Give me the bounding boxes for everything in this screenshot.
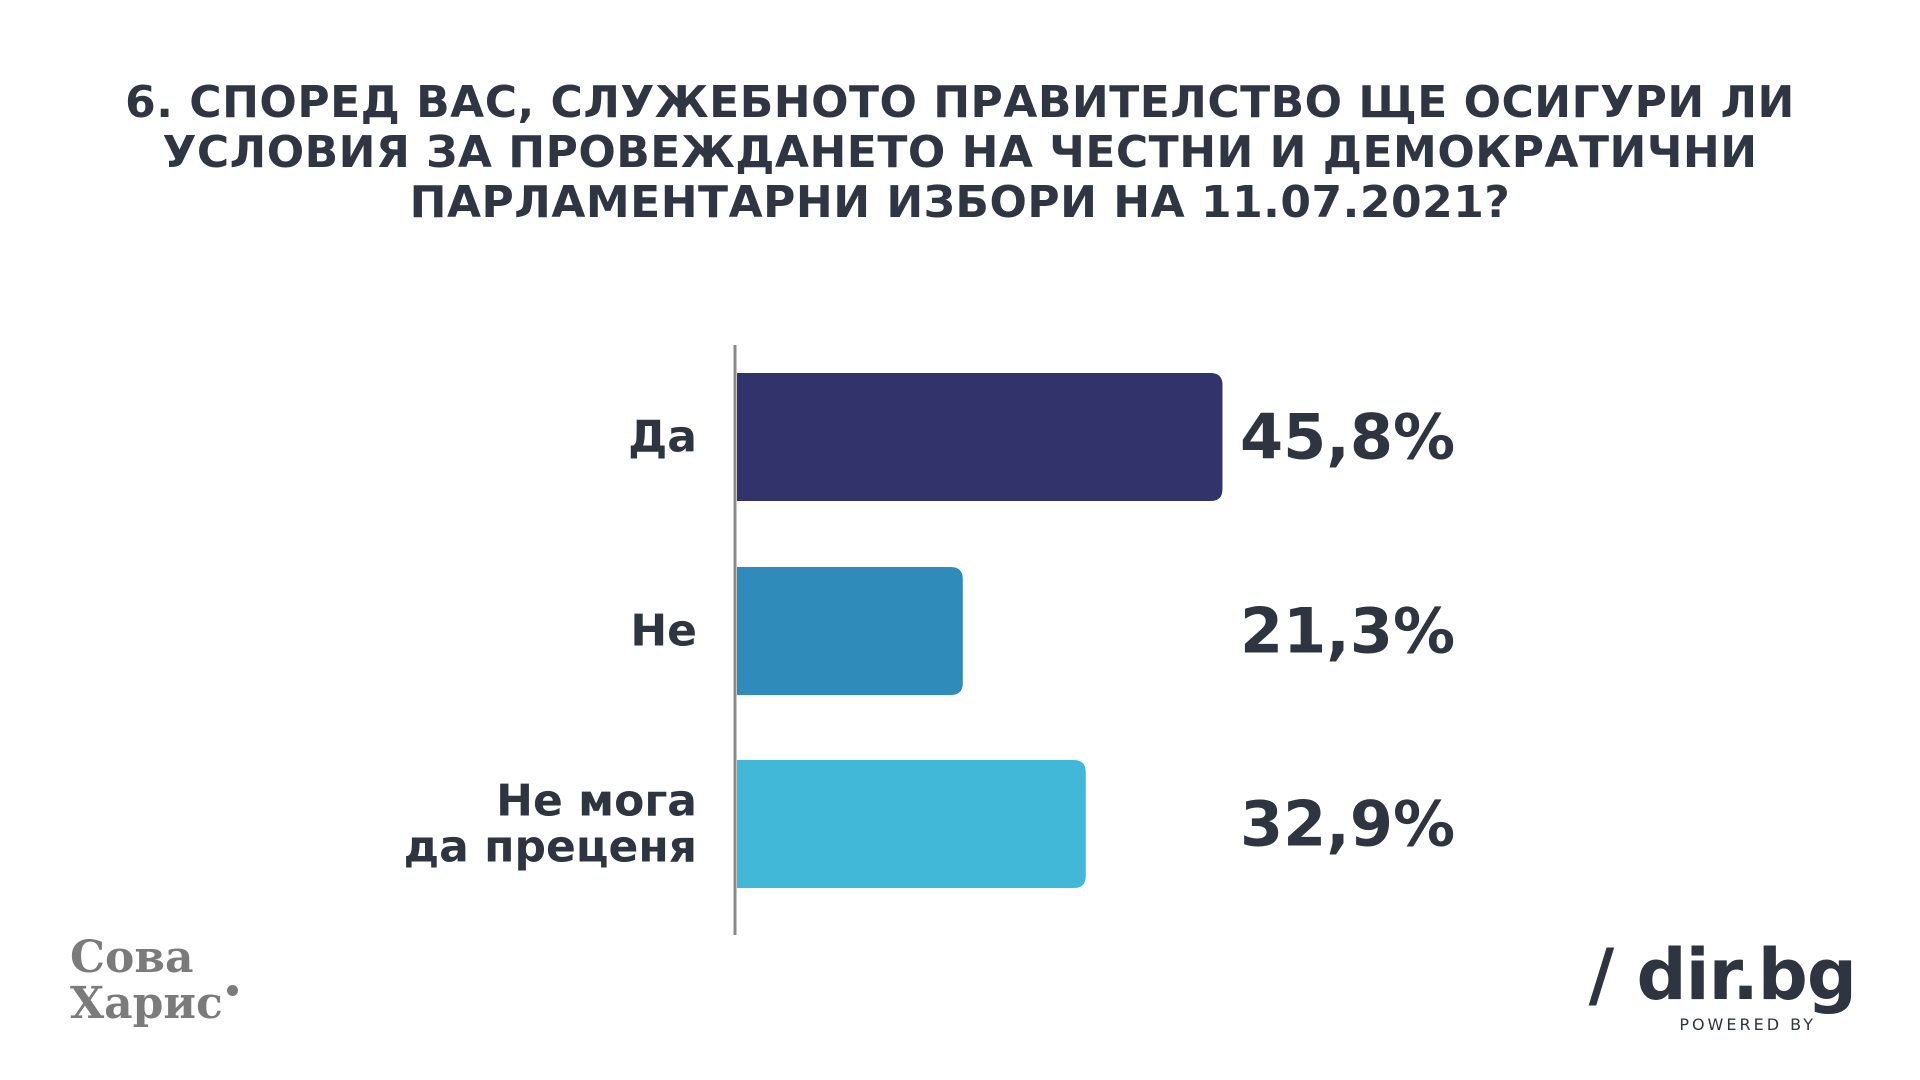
- value-label-2: 21,3%: [1240, 595, 1455, 668]
- bar-3: [737, 760, 1086, 888]
- chart-title-line-1: 6. СПОРЕД ВАС, СЛУЖЕБНОТО ПРАВИТЕЛСТВО Щ…: [125, 77, 1795, 128]
- logo-dot-icon: [226, 985, 238, 996]
- sova-haris-logo-line-1: Сова: [70, 932, 194, 983]
- sova-haris-logo-line-2: Харис: [70, 978, 223, 1029]
- chart-title: 6. СПОРЕД ВАС, СЛУЖЕБНОТО ПРАВИТЕЛСТВО Щ…: [80, 78, 1840, 228]
- chart-title-line-2: УСЛОВИЯ ЗА ПРОВЕЖДАНЕТО НА ЧЕСТНИ И ДЕМО…: [162, 127, 1758, 178]
- category-label-2: Не: [630, 606, 697, 657]
- value-label-1: 45,8%: [1240, 401, 1455, 474]
- dir-bg-logo-text: / dir.bg: [1588, 934, 1857, 1016]
- category-label-1: Да: [628, 412, 697, 463]
- value-label-3: 32,9%: [1240, 788, 1455, 861]
- bar-1: [737, 373, 1223, 501]
- chart-title-line-3: ПАРЛАМЕНТАРНИ ИЗБОРИ НА 11.07.2021?: [409, 177, 1511, 228]
- category-label-3-line-1: Не мога: [496, 776, 697, 827]
- sova-haris-logo: Сова Харис: [70, 935, 238, 1027]
- powered-by-text: POWERED BY: [1679, 1015, 1816, 1034]
- bar-2: [737, 567, 963, 695]
- dir-bg-logo: / dir.bg POWERED BY: [1556, 934, 1857, 1035]
- category-label-3-line-2: да преценя: [404, 822, 697, 873]
